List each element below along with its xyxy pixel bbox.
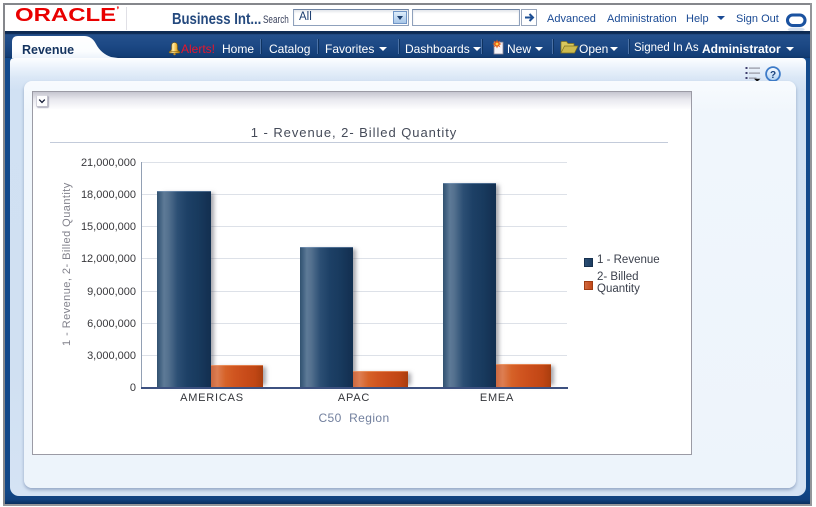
svg-text:?: ? [770,70,776,81]
